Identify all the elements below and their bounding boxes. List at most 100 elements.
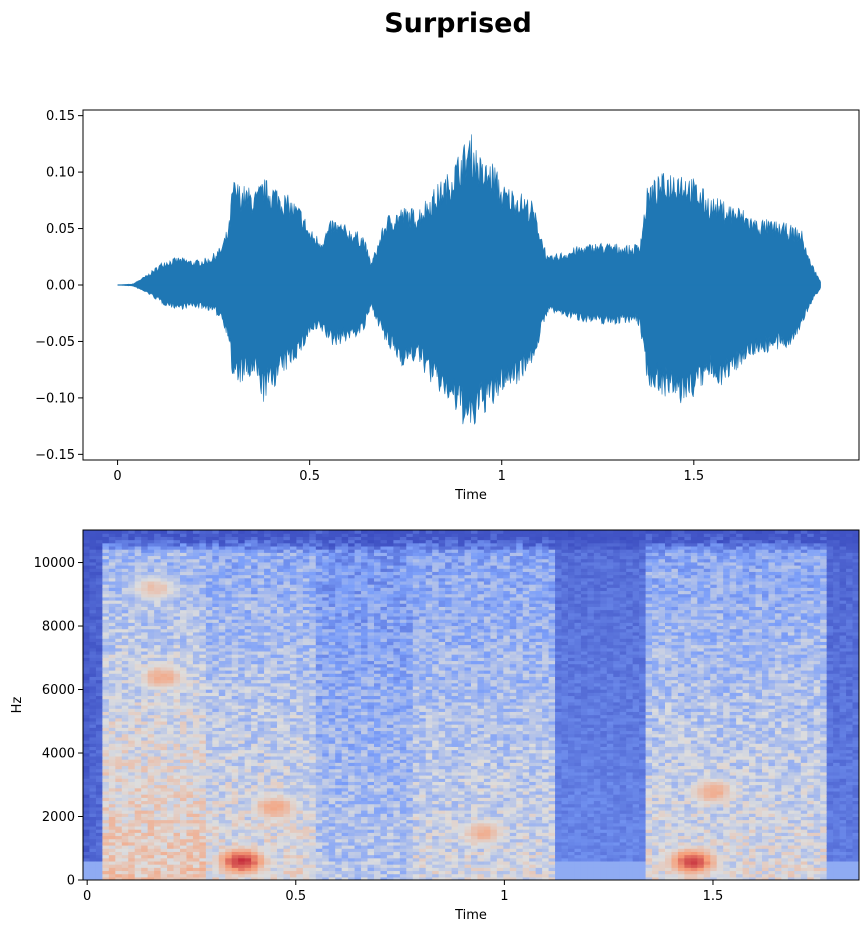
spectrogram-cell (315, 571, 323, 576)
spectrogram-cell (147, 876, 155, 880)
spectrogram-cell (244, 549, 252, 553)
spectrogram-cell (328, 730, 336, 735)
spectrogram-cell (238, 641, 246, 646)
spectrogram-cell (173, 790, 181, 795)
spectrogram-cell (374, 822, 382, 827)
spectrogram-cell (102, 635, 110, 639)
spectrogram-cell (270, 829, 278, 833)
spectrogram-cell (218, 536, 226, 541)
spectrogram-cell (244, 794, 252, 798)
spectrogram-cell (141, 670, 149, 674)
spectrogram-cell (115, 720, 123, 725)
spectrogram-cell (328, 650, 336, 655)
spectrogram-cell (361, 851, 369, 856)
spectrogram-cell (335, 765, 343, 770)
spectrogram-cell (231, 727, 239, 732)
spectrogram-cell (309, 829, 317, 833)
spectrogram-cell (115, 867, 123, 872)
spectrogram-cell (128, 689, 136, 693)
spectrogram-cell (348, 851, 356, 856)
spectrogram-cell (270, 835, 278, 840)
spectrogram-cell (115, 775, 123, 779)
spectrogram-cell (89, 740, 97, 744)
spectrogram-cell (95, 635, 103, 639)
spectrogram-cell (108, 663, 116, 668)
spectrogram-cell (277, 533, 285, 537)
spectrogram-cell (354, 810, 362, 814)
spectrogram-cell (212, 838, 220, 843)
spectrogram-cell (212, 666, 220, 671)
spectrogram-cell (225, 724, 233, 728)
spectrogram-cell (361, 606, 369, 611)
spectrogram-cell (141, 695, 149, 700)
spectrogram-cell (251, 832, 259, 837)
spectrogram-cell (121, 705, 129, 709)
spectrogram-cell (108, 539, 116, 544)
spectrogram-cell (167, 845, 175, 849)
spectrogram-cell (348, 781, 356, 786)
spectrogram-cell (160, 565, 168, 569)
spectrogram-cell (283, 685, 291, 690)
spectrogram-cell (121, 711, 129, 716)
spectrogram-cell (309, 545, 317, 550)
spectrogram-cell (341, 561, 349, 566)
spectrogram-cell (160, 794, 168, 798)
spectrogram-cell (270, 606, 278, 611)
spectrogram-cell (270, 685, 278, 690)
spectrogram-cell (121, 625, 129, 630)
spectrogram-cell (289, 577, 297, 582)
spectrogram-cell (354, 628, 362, 633)
spectrogram-cell (160, 800, 168, 805)
spectrogram-cell (341, 545, 349, 550)
spectrogram-cell (322, 746, 330, 751)
spectrogram-cell (283, 612, 291, 617)
spectrogram-cell (115, 666, 123, 671)
spectrogram-cell (270, 666, 278, 671)
spectrogram-cell (173, 765, 181, 770)
spectrogram-cell (225, 717, 233, 722)
spectrogram-cell (154, 603, 162, 607)
spectrogram-cell (309, 740, 317, 744)
spectrogram-cell (186, 606, 194, 611)
spectrogram-cell (102, 701, 110, 706)
spectrogram-cell (134, 600, 142, 604)
spectrogram-cell (367, 666, 375, 671)
spectrogram-cell (283, 736, 291, 741)
spectrogram-cell (335, 778, 343, 782)
spectrogram-cell (315, 873, 323, 878)
spectrogram-cell (277, 628, 285, 633)
spectrogram-cell (212, 841, 220, 846)
spectrogram-cell (309, 832, 317, 837)
spectrogram-cell (277, 587, 285, 592)
spectrogram-cell (147, 714, 155, 719)
spectrogram-cell (257, 768, 265, 773)
spectrogram-cell (180, 619, 188, 623)
spectrogram-cell (154, 778, 162, 782)
spectrogram-cell (121, 727, 129, 732)
spectrogram-cell (335, 845, 343, 849)
spectrogram-cell (83, 711, 91, 716)
spectrogram-cell (277, 778, 285, 782)
spectrogram-cell (277, 542, 285, 547)
spectrogram-cell (115, 622, 123, 627)
spectrogram-cell (257, 854, 265, 859)
spectrogram-cell (173, 530, 181, 534)
spectrogram-cell (238, 708, 246, 712)
spectrogram-cell (289, 574, 297, 579)
spectrogram-cell (160, 670, 168, 674)
spectrogram-cell (83, 536, 91, 541)
spectrogram-cell (238, 781, 246, 786)
spectrogram-cell (270, 654, 278, 658)
spectrogram-cell (244, 561, 252, 566)
spectrogram-cell (134, 806, 142, 811)
spectrogram-cell (257, 603, 265, 607)
spectrogram-cell (270, 838, 278, 843)
spectrogram-cell (302, 829, 310, 833)
spectrogram-cell (335, 663, 343, 668)
spectrogram-cell (348, 644, 356, 649)
spectrogram-cell (257, 650, 265, 655)
spectrogram-cell (218, 845, 226, 849)
spectrogram-cell (302, 854, 310, 859)
spectrogram-cell (115, 835, 123, 840)
spectrogram-cell (154, 596, 162, 601)
